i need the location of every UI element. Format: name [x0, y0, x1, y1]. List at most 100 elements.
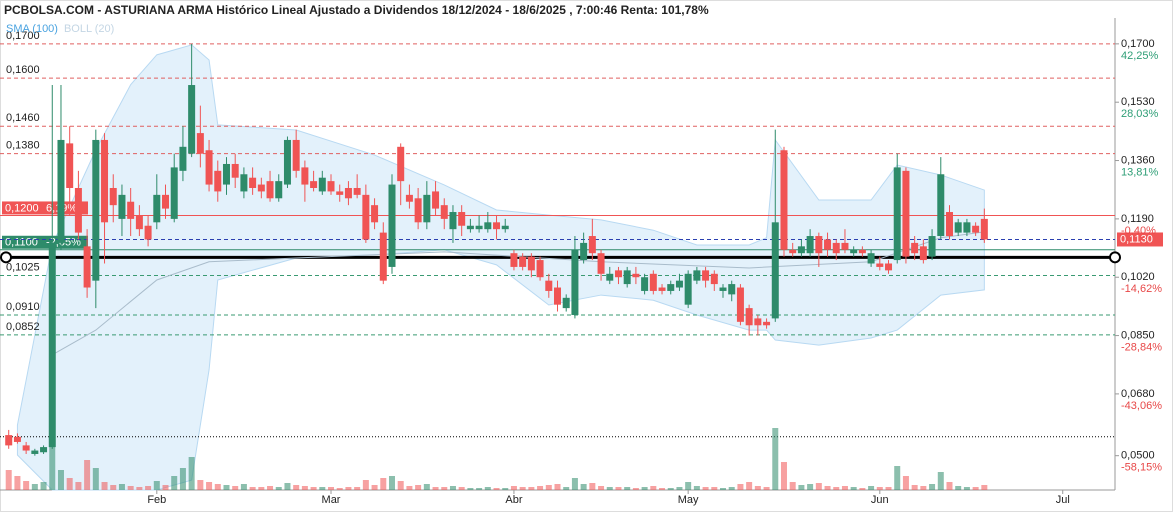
candle-body [22, 445, 30, 451]
candle-body [554, 287, 561, 305]
volume-bar [197, 480, 204, 490]
volume-bar [876, 487, 883, 490]
volume-bar [632, 488, 639, 490]
volume-bar [345, 487, 352, 490]
volume-bar [380, 478, 387, 490]
x-tick-label: Jun [871, 494, 889, 506]
candle-body [867, 253, 875, 264]
y-tick-pct: -28,84% [1121, 341, 1162, 353]
volume-bar [955, 486, 962, 490]
candle-body [40, 447, 48, 453]
volume-bar [232, 486, 239, 490]
candle-body [371, 205, 379, 223]
volume-bar [362, 480, 369, 490]
candle-body [501, 225, 509, 230]
candle-body [118, 194, 126, 219]
candle-body [780, 150, 788, 250]
candle-body [127, 201, 135, 219]
volume-bar [319, 487, 326, 490]
candle-body [101, 139, 109, 223]
volume-bar [293, 485, 300, 490]
volume-bar [554, 484, 561, 490]
y-tick-pct: -43,06% [1121, 400, 1162, 412]
y-tick-label: 0,1020 [1121, 271, 1155, 283]
volume-bar [772, 428, 779, 490]
volume-bar [963, 487, 970, 490]
volume-bar [449, 486, 456, 490]
candle-body [432, 191, 440, 209]
level-label: 0,1700 [6, 30, 40, 42]
candle-body [580, 242, 588, 261]
candle-body [66, 143, 74, 188]
candle-body [484, 222, 492, 230]
volume-bar [258, 487, 265, 490]
volume-bar [118, 484, 125, 490]
volume-bar [397, 481, 404, 490]
volume-bar [84, 460, 91, 490]
candle-body [667, 284, 675, 291]
volume-bar [606, 487, 613, 490]
volume-bar [720, 488, 727, 490]
level-label: 0,0910 [6, 301, 40, 313]
y-tick-pct: 28,03% [1121, 108, 1159, 120]
volume-bar [528, 487, 535, 490]
volume-bar [484, 487, 491, 490]
y-tick-label: 0,0680 [1121, 388, 1155, 400]
candle-body [414, 198, 422, 223]
candle-body [841, 242, 849, 250]
x-tick-label: Feb [147, 494, 166, 506]
candle-body [719, 287, 727, 291]
y-tick-label: 0,1700 [1121, 38, 1155, 50]
candle-body [963, 222, 971, 233]
candle-body [336, 191, 344, 195]
candle-body [109, 187, 117, 206]
volume-bar [902, 476, 909, 490]
volume-bar [667, 488, 674, 490]
volume-bar [754, 486, 761, 490]
candle-body [249, 177, 257, 188]
volume-bar [841, 486, 848, 490]
volume-bar [859, 488, 866, 490]
candle-body [48, 242, 56, 448]
volume-bar [615, 487, 622, 490]
volume-bar [40, 482, 47, 490]
volume-bar [833, 487, 840, 490]
volume-bar [441, 487, 448, 490]
volume-bar [458, 487, 465, 490]
volume-bar [929, 484, 936, 490]
volume-bar [746, 482, 753, 490]
candle-body [196, 133, 204, 154]
candle-body [588, 236, 596, 254]
candle-body [283, 139, 291, 185]
volume-bar [275, 487, 282, 490]
candle-body [850, 249, 858, 254]
volume-bar [75, 482, 82, 490]
candle-body [980, 218, 988, 240]
candle-body [754, 318, 762, 326]
candle-body [824, 239, 832, 250]
volume-bar [336, 488, 343, 490]
candle-body [536, 260, 544, 278]
volume-bar [693, 486, 700, 490]
volume-bar [328, 487, 335, 490]
volume-bar [911, 485, 918, 490]
volume-bar [14, 476, 21, 490]
volume-bar [127, 486, 134, 490]
candle-body [310, 181, 318, 188]
volume-bar [101, 482, 108, 490]
volume-bar [153, 481, 160, 490]
volume-bar [214, 484, 221, 490]
candle-body [623, 270, 631, 285]
candle-body [74, 187, 82, 233]
volume-bar [598, 486, 605, 490]
y-tick-label: 0,1190 [1121, 213, 1154, 225]
volume-bar [981, 485, 988, 490]
candle-body [188, 85, 196, 154]
volume-bar [563, 487, 570, 490]
candle-body [449, 212, 457, 230]
candle-body [405, 194, 413, 202]
volume-bar [702, 487, 709, 490]
y-tick-pct: -14,62% [1121, 283, 1162, 295]
volume-bar [824, 486, 831, 490]
candle-body [353, 187, 361, 195]
